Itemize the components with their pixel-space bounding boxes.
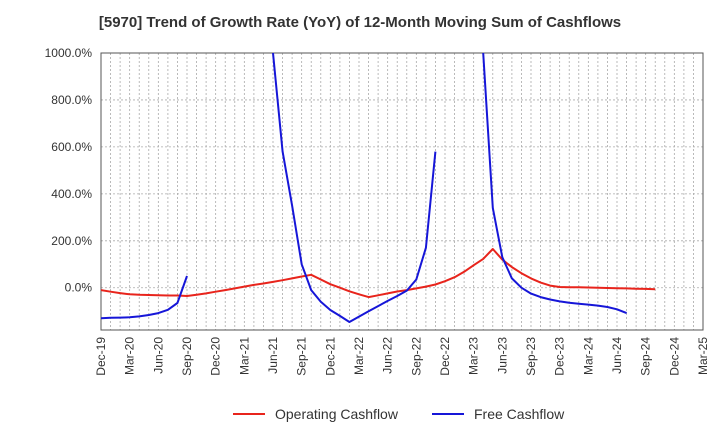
x-tick-label: Jun-22 — [381, 337, 395, 374]
x-tick-label: Sep-20 — [180, 337, 194, 376]
free-cashflow-line — [272, 53, 437, 323]
x-tick-label: Dec-20 — [209, 337, 223, 376]
x-tick-label: Mar-22 — [352, 337, 366, 375]
x-tick-label: Dec-22 — [438, 337, 452, 376]
x-tick-label: Mar-23 — [467, 337, 481, 375]
x-tick-label: Jun-20 — [151, 337, 165, 374]
legend: Operating Cashflow Free Cashflow — [233, 406, 565, 422]
y-tick-label: 200.0% — [51, 234, 92, 248]
axis-layer: 0.0% 200.0% 400.0% 600.0% 800.0% 1000.0% Dec-1… — [45, 46, 710, 376]
y-tick-label: 0.0% — [65, 281, 93, 295]
y-tick-label: 600.0% — [51, 140, 92, 154]
x-tick-label: Mar-24 — [581, 337, 595, 375]
x-tick-label: Sep-24 — [639, 337, 653, 376]
x-tick-label: Jun-21 — [266, 337, 280, 374]
free-cashflow-line — [482, 53, 627, 315]
y-tick-label: 400.0% — [51, 187, 92, 201]
x-tick-label: Dec-21 — [323, 337, 337, 376]
x-tick-label: Jun-23 — [495, 337, 509, 374]
x-tick-label: Dec-19 — [94, 337, 108, 376]
y-tick-label: 1000.0% — [45, 46, 93, 60]
free-cashflow-line — [101, 275, 188, 320]
chart-title: [5970] Trend of Growth Rate (YoY) of 12-… — [98, 14, 622, 31]
x-tick-label: Mar-21 — [237, 337, 251, 375]
legend-operating-cashflow-label: Operating Cashflow — [275, 406, 399, 422]
legend-free-cashflow-label: Free Cashflow — [474, 406, 565, 422]
y-tick-label: 800.0% — [51, 93, 92, 107]
x-tick-label: Mar-25 — [696, 337, 710, 375]
x-tick-label: Jun-24 — [610, 337, 624, 374]
x-tick-label: Dec-23 — [553, 337, 567, 376]
x-tick-label: Dec-24 — [667, 337, 681, 376]
operating-cashflow-line — [101, 248, 656, 299]
x-tick-label: Sep-23 — [524, 337, 538, 376]
x-tick-label: Sep-22 — [409, 337, 423, 376]
x-tick-label: Mar-20 — [123, 337, 137, 375]
series-layer — [101, 53, 656, 323]
x-tick-label: Sep-21 — [295, 337, 309, 376]
plot-frame — [100, 52, 704, 331]
